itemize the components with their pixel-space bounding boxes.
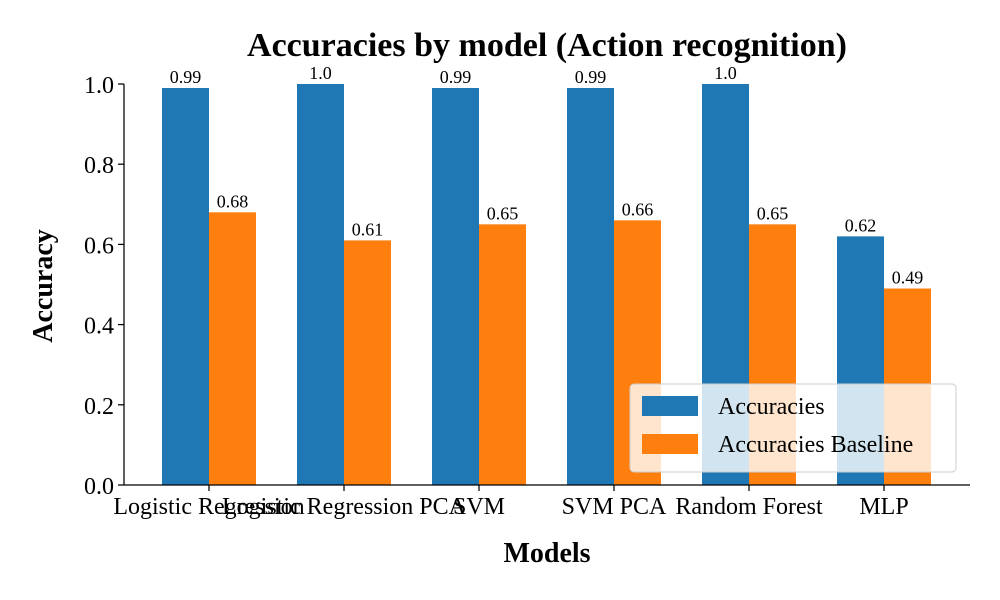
y-tick-label-3: 0.6 [84,233,114,259]
data-label-accuracies-baseline-3: 0.66 [622,199,654,219]
data-label-accuracies-0: 0.99 [170,67,202,87]
legend: Accuracies Accuracies Baseline [630,384,956,472]
legend-swatch-accuracies-baseline [642,434,698,454]
chart-title: Accuracies by model (Action recognition) [247,27,847,64]
y-tick-label-5: 1.0 [84,73,114,99]
legend-label-accuracies: Accuracies [718,394,825,420]
y-tick-label-1: 0.2 [84,394,114,420]
x-tick-label-4: Random Forest [675,494,823,520]
y-tick-label-2: 0.4 [84,314,114,340]
legend-swatch-accuracies [642,396,698,416]
bar-accuracies-0 [162,88,209,485]
bar-accuracies-baseline-1 [344,240,391,485]
y-tick-label-0: 0.0 [84,474,114,500]
data-label-accuracies-baseline-4: 0.65 [757,203,789,223]
data-label-accuracies-baseline-1: 0.61 [352,219,384,239]
data-label-accuracies-5: 0.62 [845,215,877,235]
data-label-accuracies-3: 0.99 [575,67,607,87]
x-tick-label-5: MLP [859,494,908,520]
data-label-accuracies-baseline-0: 0.68 [217,191,249,211]
x-tick-label-2: SVM [453,494,505,520]
y-axis-label: Accuracy [28,229,59,343]
y-tick-label-4: 0.8 [84,153,114,179]
data-label-accuracies-2: 0.99 [440,67,472,87]
data-label-accuracies-baseline-5: 0.49 [892,268,924,288]
x-axis-label: Models [503,538,590,569]
bar-accuracies-baseline-2 [479,224,526,485]
x-tick-label-3: SVM PCA [562,494,667,520]
data-label-accuracies-1: 1.0 [309,63,332,83]
x-tick-label-1: Logistic Regression PCA [222,494,467,520]
bar-accuracies-2 [432,88,479,485]
legend-label-accuracies-baseline: Accuracies Baseline [718,432,913,458]
bar-accuracies-baseline-0 [209,212,256,485]
bar-accuracies-1 [297,84,344,485]
data-label-accuracies-4: 1.0 [714,63,737,83]
data-label-accuracies-baseline-2: 0.65 [487,203,519,223]
bar-accuracies-3 [567,88,614,485]
